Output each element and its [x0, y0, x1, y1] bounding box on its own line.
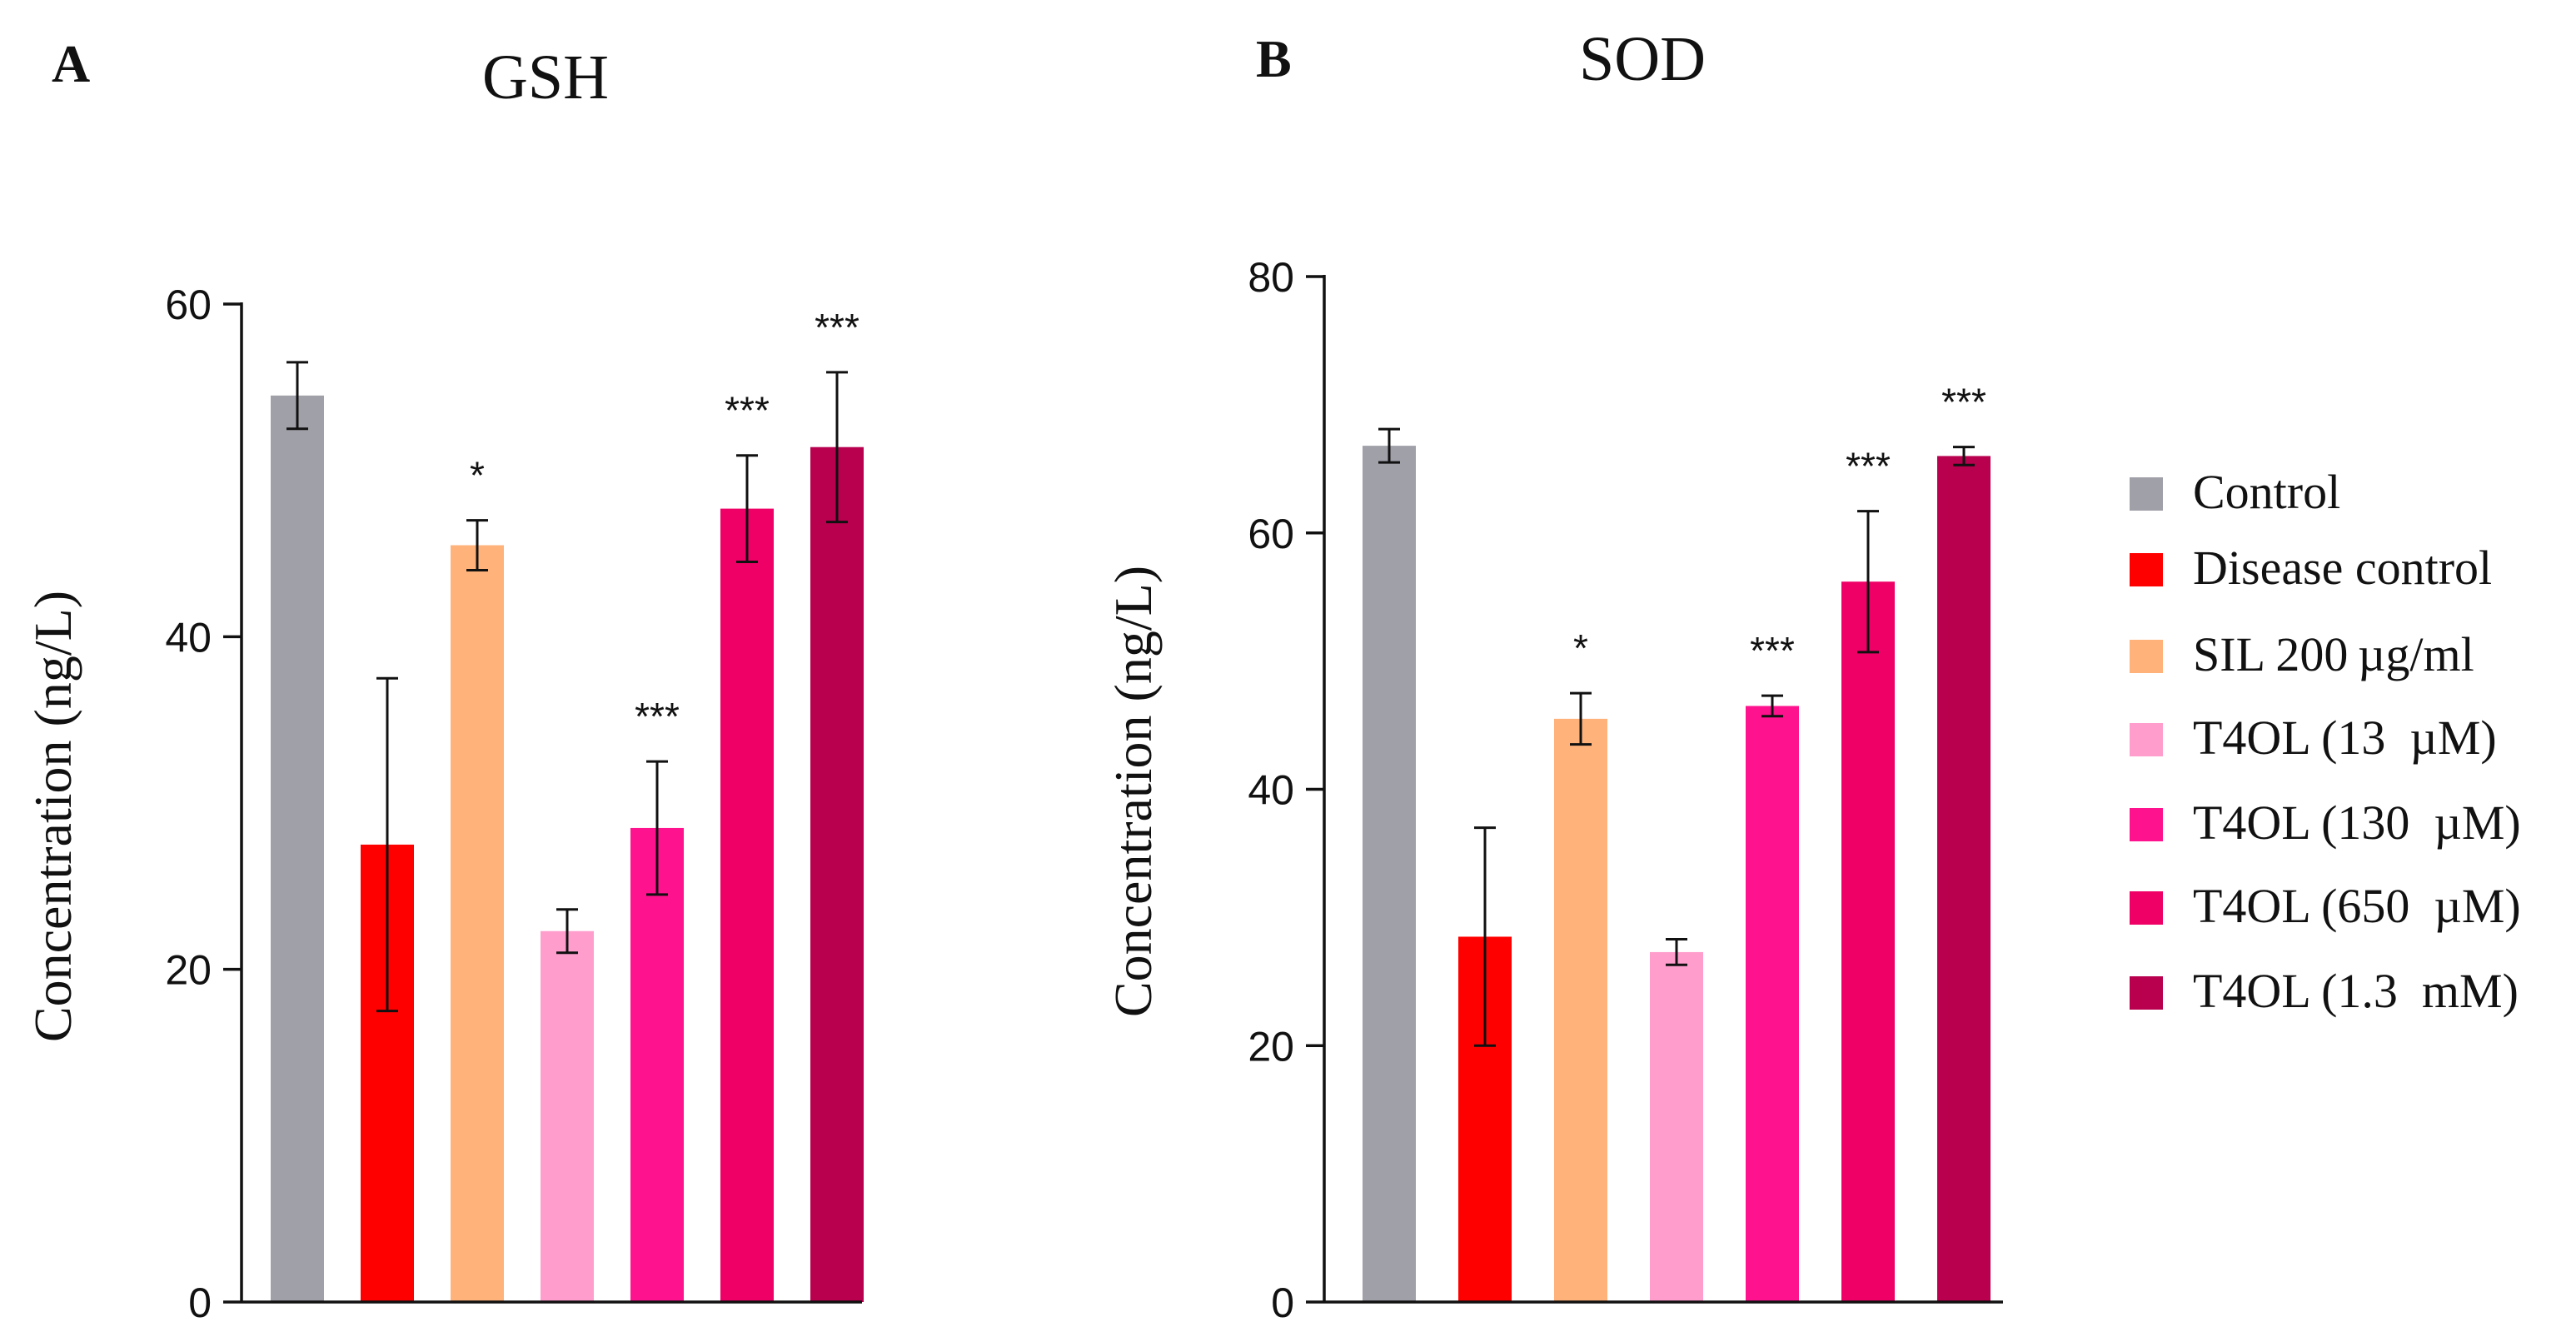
chart-legend: Control Disease control SIL 200 µg/ml T4… [2130, 465, 2521, 1018]
panel-a-significance-t4ol-130um: *** [635, 695, 680, 738]
legend-swatch-disease-control [2130, 553, 2163, 586]
panel-b-title: SOD [1579, 24, 1706, 94]
panel-a-bar-t4ol-13um [541, 930, 594, 1302]
legend-label-control: Control [2193, 465, 2340, 519]
panel-a-significance-t4ol-1-3mm: *** [815, 306, 859, 349]
legend-swatch-t4ol-13um [2130, 723, 2163, 756]
panel-a-letter: A [52, 34, 90, 93]
panel-a-y-tick-label: 0 [188, 1280, 212, 1326]
panel-a-error-bar-t4ol-130um [646, 760, 668, 896]
legend-swatch-t4ol-130um [2130, 808, 2163, 841]
panel-a-error-bar-control [286, 361, 308, 431]
panel-b-y-tick-label: 80 [1248, 254, 1294, 301]
legend-swatch-t4ol-650um [2130, 891, 2163, 925]
panel-a-error-bar-t4ol-13um [556, 908, 578, 955]
panel-a-axes: 0 20 40 60 [165, 282, 862, 1326]
panel-a-error-bar-sil-200 [466, 519, 488, 571]
panel-a-error-bar-disease-control [376, 676, 398, 1013]
legend-label-sil-200: SIL 200 µg/ml [2193, 627, 2474, 681]
legend-label-t4ol-13um: T4OL (13 µM) [2193, 711, 2497, 765]
panel-b-y-tick-label: 60 [1248, 511, 1294, 557]
panel-b-error-bar-t4ol-130um [1761, 694, 1783, 718]
panel-b-significance-t4ol-130um: *** [1750, 629, 1795, 672]
panel-b-error-bar-control [1378, 427, 1400, 464]
panel-a-gsh-chart: A GSH Concentration (ng/L) ********** 02… [23, 34, 864, 1326]
panel-a-bar-t4ol-1-3mm [810, 446, 864, 1302]
panel-b-letter: B [1256, 29, 1292, 88]
panel-b-y-tick-label: 0 [1271, 1280, 1294, 1326]
panel-b-sod-chart: B SOD Concentration (ng/L) * ********* 02… [1104, 24, 2003, 1326]
legend-swatch-t4ol-1-3mm [2130, 976, 2163, 1010]
panel-a-title: GSH [482, 42, 609, 112]
panel-b-error-bar-sil-200 [1570, 691, 1592, 746]
panel-b-bar-sil-200 [1554, 718, 1607, 1302]
legend-label-t4ol-1-3mm: T4OL (1.3 mM) [2193, 964, 2519, 1018]
panel-a-significance-marks: ********** [470, 306, 859, 738]
panel-a-y-axis-label: Concentration (ng/L) [23, 591, 82, 1042]
panel-b-error-bar-t4ol-650um [1857, 510, 1879, 654]
panel-b-bar-t4ol-13um [1650, 951, 1703, 1302]
panel-a-y-tick-label: 20 [165, 947, 212, 994]
panel-a-error-bar-t4ol-1-3mm [826, 371, 848, 524]
legend-label-t4ol-130um: T4OL (130 µM) [2193, 796, 2521, 850]
panel-b-error-bar-disease-control [1474, 826, 1496, 1047]
panel-b-bars [1363, 446, 1991, 1302]
panel-b-y-tick-label: 20 [1248, 1023, 1294, 1070]
panel-b-bar-t4ol-130um [1746, 706, 1799, 1302]
panel-b-axes: 0 20 40 60 80 [1248, 254, 2003, 1326]
legend-swatch-control [2130, 477, 2163, 511]
panel-b-bar-t4ol-1-3mm [1937, 456, 1991, 1302]
panel-a-y-tick-label: 40 [165, 614, 212, 661]
panel-b-y-axis-label: Concentration (ng/L) [1104, 566, 1163, 1017]
panel-b-significance-t4ol-1-3mm: *** [1941, 381, 1986, 424]
panel-b-significance-sil-200: * [1573, 626, 1588, 670]
panel-a-y-tick-label: 60 [165, 282, 212, 328]
panel-a-significance-t4ol-650um: *** [725, 389, 770, 432]
panel-a-significance-sil-200: * [470, 454, 485, 497]
legend-label-t4ol-650um: T4OL (650 µM) [2193, 879, 2521, 933]
panel-b-error-bar-t4ol-1-3mm [1953, 446, 1975, 466]
legend-swatch-sil-200 [2130, 640, 2163, 673]
panel-b-bar-control [1363, 446, 1416, 1302]
legend-label-disease-control: Disease control [2193, 541, 2492, 595]
panel-b-significance-t4ol-650um: *** [1846, 445, 1891, 488]
panel-a-error-bar-t4ol-650um [736, 454, 758, 563]
panel-a-error-bars [286, 361, 848, 1013]
panel-a-bar-control [271, 395, 324, 1303]
panel-b-significance-marks: * ********* [1573, 381, 1986, 673]
panel-a-bar-t4ol-130um [630, 827, 684, 1302]
panel-b-error-bar-t4ol-13um [1666, 938, 1687, 966]
panel-a-bar-t4ol-650um [720, 508, 774, 1302]
panel-a-bar-sil-200 [451, 545, 504, 1302]
panel-b-bar-t4ol-650um [1841, 581, 1895, 1302]
panel-a-bars [271, 395, 864, 1303]
panel-b-y-tick-label: 40 [1248, 767, 1294, 814]
panel-b-error-bars [1378, 427, 1975, 1047]
